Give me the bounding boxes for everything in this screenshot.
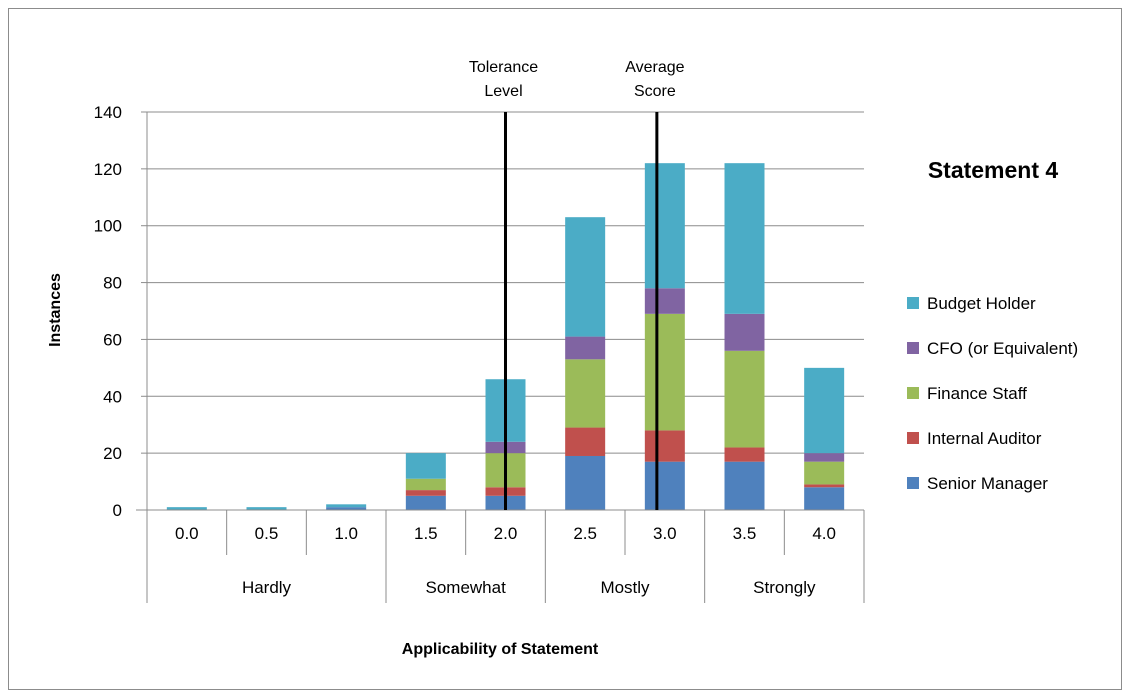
x-tick-label: 3.5 — [733, 524, 757, 543]
legend-label: CFO (or Equivalent) — [927, 339, 1078, 358]
bar-segment — [644, 163, 685, 289]
y-tick-label: 20 — [103, 444, 122, 463]
bar-segment — [565, 336, 606, 360]
y-tick-label: 60 — [103, 330, 122, 349]
chart-frame — [8, 8, 1122, 690]
bar-segment — [246, 507, 287, 510]
bar-segment — [644, 313, 685, 431]
y-tick-label: 0 — [113, 501, 122, 520]
annotation-label: Score — [634, 83, 676, 100]
x-tick-label: 2.5 — [573, 524, 597, 543]
bar-segment — [405, 453, 446, 479]
x-tick-label: 0.0 — [175, 524, 199, 543]
bar-segment — [644, 461, 685, 510]
y-tick-label: 140 — [94, 103, 122, 122]
bar-segment — [166, 507, 207, 510]
legend: Budget Holder CFO (or Equivalent) Finance … — [907, 294, 1078, 493]
bar-segment — [565, 217, 606, 337]
x-group-label: Hardly — [242, 578, 292, 597]
y-tick-label: 40 — [103, 387, 122, 406]
bar-segment — [644, 430, 685, 462]
x-group-labels: Hardly Somewhat Mostly Strongly — [242, 578, 816, 597]
legend-swatch — [907, 477, 919, 489]
x-tick-labels: 0.0 0.5 1.0 1.5 2.0 2.5 3.0 3.5 4.0 — [175, 524, 836, 543]
chart-title: Statement 4 — [928, 157, 1059, 183]
bar-segment — [326, 504, 367, 508]
bar-segment — [804, 484, 845, 488]
bar-segment — [724, 461, 765, 510]
x-tick-label: 3.0 — [653, 524, 677, 543]
bar-segment — [326, 507, 367, 510]
bar-segment — [644, 288, 685, 314]
bar-segment — [565, 455, 606, 510]
legend-label: Internal Auditor — [927, 429, 1042, 448]
bar-segment — [405, 495, 446, 510]
bar-segment — [804, 367, 845, 454]
bar-segment — [565, 427, 606, 456]
annotations: Tolerance Level Average Score — [469, 59, 685, 510]
x-tick-label: 1.5 — [414, 524, 438, 543]
bar-segment — [804, 453, 845, 462]
bar-segment — [405, 490, 446, 496]
legend-swatch — [907, 432, 919, 444]
bar-segment — [724, 447, 765, 462]
legend-label: Senior Manager — [927, 474, 1048, 493]
annotation-label: Tolerance — [469, 59, 538, 76]
x-tick-label: 4.0 — [812, 524, 836, 543]
x-tick-label: 0.5 — [255, 524, 279, 543]
y-tick-labels: 0 20 40 60 80 100 120 140 — [94, 103, 122, 520]
x-tick-label: 2.0 — [494, 524, 518, 543]
bar-segment — [405, 478, 446, 491]
bar-segment — [804, 461, 845, 485]
y-tick-label: 100 — [94, 217, 122, 236]
legend-swatch — [907, 342, 919, 354]
legend-label: Budget Holder — [927, 294, 1036, 313]
y-axis-title: Instances — [47, 273, 64, 347]
bar-segment — [565, 359, 606, 428]
y-tick-label: 80 — [103, 274, 122, 293]
x-tick-label: 1.0 — [334, 524, 358, 543]
x-axis-title: Applicability of Statement — [402, 641, 599, 658]
bar-segment — [724, 350, 765, 448]
bar-segment — [804, 487, 845, 510]
annotation-label: Level — [484, 83, 522, 100]
x-group-label: Somewhat — [426, 578, 507, 597]
x-group-label: Mostly — [600, 578, 650, 597]
legend-swatch — [907, 297, 919, 309]
legend-label: Finance Staff — [927, 384, 1027, 403]
annotation-label: Average — [625, 59, 684, 76]
y-tick-label: 120 — [94, 160, 122, 179]
x-group-label: Strongly — [753, 578, 816, 597]
legend-swatch — [907, 387, 919, 399]
bar-segment — [724, 163, 765, 314]
bar-segment — [724, 313, 765, 351]
